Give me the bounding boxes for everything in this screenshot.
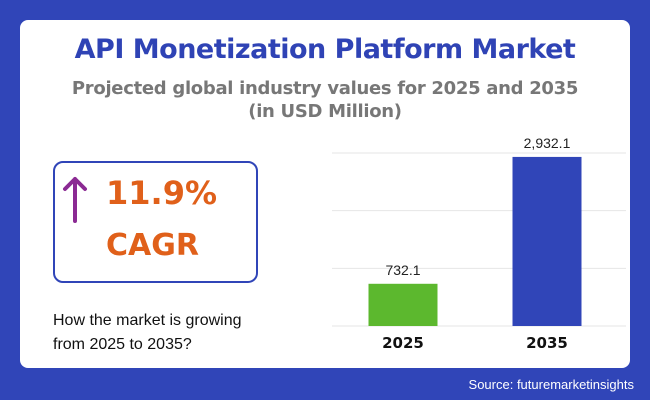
question-text: How the market is growing from 2025 to 2…: [53, 309, 242, 357]
cagr-value: 11.9%: [106, 174, 218, 212]
x-tick-label: 2035: [526, 334, 568, 352]
question-line2: from 2025 to 2035?: [53, 336, 192, 353]
subtitle-line2: (in USD Million): [248, 101, 402, 122]
question-line1: How the market is growing: [53, 312, 242, 329]
data-label: 2,932.1: [524, 135, 571, 151]
bar-2035: [512, 156, 582, 326]
subtitle-line1: Projected global industry values for 202…: [71, 78, 579, 99]
chart-subtitle: Projected global industry values for 202…: [0, 77, 650, 123]
source-text: Source: futuremarketinsights: [468, 377, 634, 392]
cagr-label: CAGR: [106, 228, 199, 263]
arrow-up-icon: [63, 177, 87, 223]
cagr-box: [53, 161, 258, 283]
data-label: 732.1: [385, 262, 420, 278]
x-tick-label: 2025: [382, 334, 424, 352]
bar-2025: [368, 283, 438, 326]
chart-title: API Monetization Platform Market: [74, 34, 576, 65]
